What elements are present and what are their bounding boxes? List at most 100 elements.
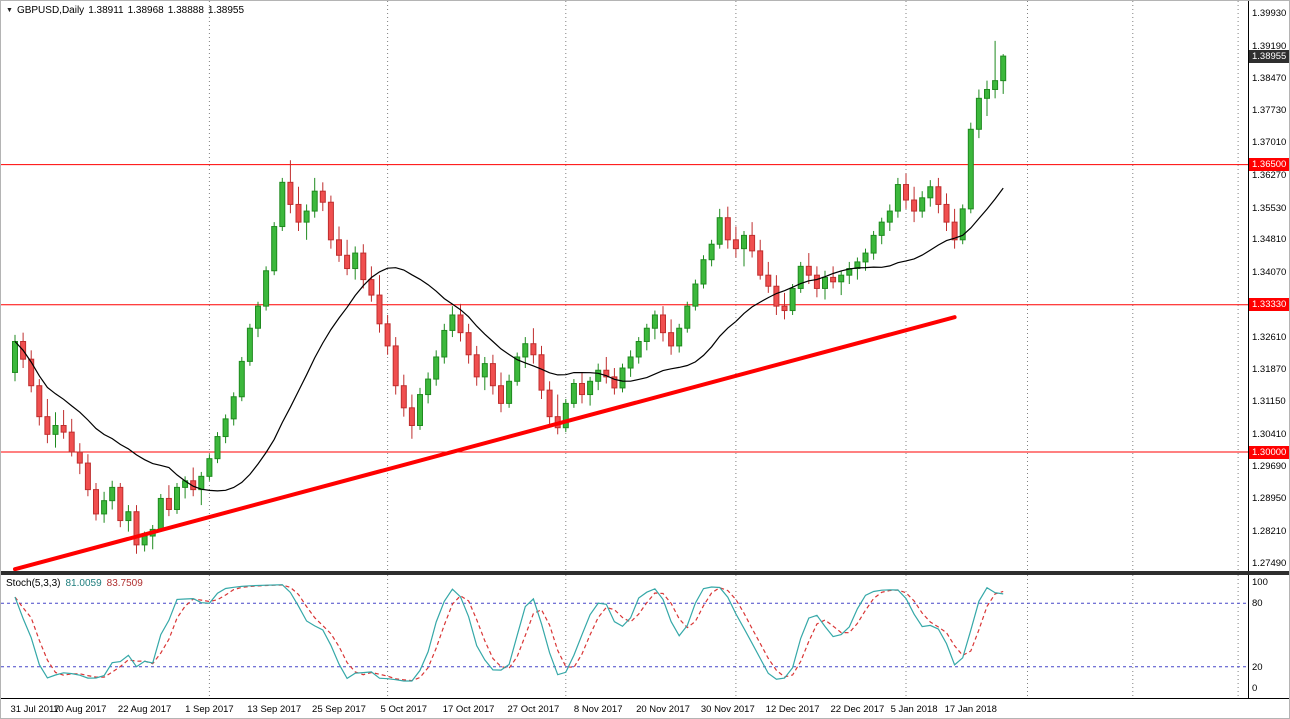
stochastic-main-line [14,584,1004,682]
candle-body [465,332,472,356]
candle-body [587,380,594,396]
time-axis-label: 5 Oct 2017 [380,704,428,715]
candle-body [627,356,634,369]
candle-body [506,380,513,404]
candle-body [619,367,626,389]
current-price-tag: 1.38955 [1249,49,1289,63]
candle-body [830,276,837,283]
price-axis-label: 1.27490 [1252,558,1287,569]
main-chart-canvas[interactable] [1,1,1248,571]
stochastic-axis[interactable]: 100 80 20 0 [1248,575,1289,698]
candlestick-series [12,40,1007,554]
candle-body [951,221,958,241]
candle-body [765,274,772,287]
time-axis-label: 20 Nov 2017 [636,704,690,715]
candle-body [352,252,359,270]
candle-body [781,305,788,312]
candle-body [165,497,172,511]
level-price-tag: 1.36500 [1249,158,1289,172]
candle-body [822,276,828,289]
candle-body [967,128,974,210]
candle-body [522,343,529,358]
candle-body [279,181,286,228]
candle-body [611,376,618,389]
candle-body [886,210,893,223]
candle-body [797,265,804,289]
candle-body [757,250,764,276]
price-axis-label: 1.29690 [1252,460,1287,472]
stochastic-d-value: 83.7509 [106,578,143,589]
candle-body [368,279,375,296]
price-axis-label: 1.39930 [1252,8,1287,19]
candle-body [984,88,990,99]
candle-body [36,385,43,418]
candle-body [603,369,610,378]
candle-body [449,314,456,331]
candle-body [473,354,480,378]
candle-body [789,287,796,312]
symbol-period-label: GBPUSD,Daily [16,5,85,16]
candle-body [263,270,270,307]
time-axis[interactable]: 31 Jul 2017 10 Aug 2017 22 Aug 2017 1 Sep 2… [1,698,1289,718]
candle-body [635,340,642,358]
candle-body [854,261,861,270]
close-value: 1.38955 [207,5,245,16]
candle-body [530,343,537,356]
candle-body [894,184,901,212]
candle-body [28,358,35,387]
price-axis[interactable]: 1.39930 1.39190 1.38470 1.37730 1.37010 1.362… [1248,1,1289,571]
candle-body [287,181,294,205]
candle-body [311,190,318,212]
candle-body [903,184,909,201]
candle-body [919,197,926,212]
candle-body [732,239,739,250]
candle-body [84,462,91,491]
price-axis-label: 1.28950 [1252,493,1287,505]
panel-splitter[interactable] [1,571,1289,575]
candle-body [570,382,577,404]
time-axis-label: 30 Nov 2017 [700,704,755,715]
time-axis-label: 27 Oct 2017 [507,704,560,715]
time-axis-label: 13 Sep 2017 [247,704,302,715]
candle-body [295,203,302,223]
time-axis-label: 22 Aug 2017 [117,704,172,715]
level-price-tag: 1.33330 [1249,298,1289,312]
price-axis-label: 1.34070 [1252,267,1287,279]
candle-body [708,243,715,261]
stochastic-panel-canvas[interactable] [1,575,1248,698]
candle-body [109,486,116,502]
open-value: 1.38911 [88,5,124,16]
moving-average-line [14,187,1004,492]
time-axis-label: 25 Sep 2017 [312,704,366,715]
candle-body [643,327,650,342]
time-axis-label: 17 Jan 2018 [944,704,997,715]
candle-body [222,418,229,438]
stochastic-signal-line [14,584,1004,682]
candle-body [562,402,569,429]
stochastic-name: Stoch(5,3,3) [6,578,61,589]
candle-body [943,203,950,223]
candle-body [52,425,59,435]
candle-body [400,385,407,409]
candle-body [878,221,885,236]
price-axis-label: 1.38470 [1252,72,1287,84]
candle-body [336,239,342,256]
price-axis-label: 1.28210 [1252,526,1287,538]
time-axis-label: 1 Sep 2017 [185,704,234,715]
candle-body [813,274,820,289]
low-value: 1.38888 [167,5,204,16]
candle-body [230,396,237,420]
time-axis-label: 8 Nov 2017 [573,704,623,715]
price-axis-label: 1.37730 [1252,105,1287,117]
candle-body [749,234,756,252]
candle-body [376,294,383,325]
candle-body [417,394,423,427]
price-axis-label: 1.34810 [1252,234,1287,246]
candle-body [238,360,245,398]
price-chart-svg [1,1,1248,571]
stochastic-axis-label: 20 [1252,661,1263,673]
high-value: 1.38968 [127,5,164,16]
candle-body [660,314,666,334]
candle-body [76,451,83,464]
